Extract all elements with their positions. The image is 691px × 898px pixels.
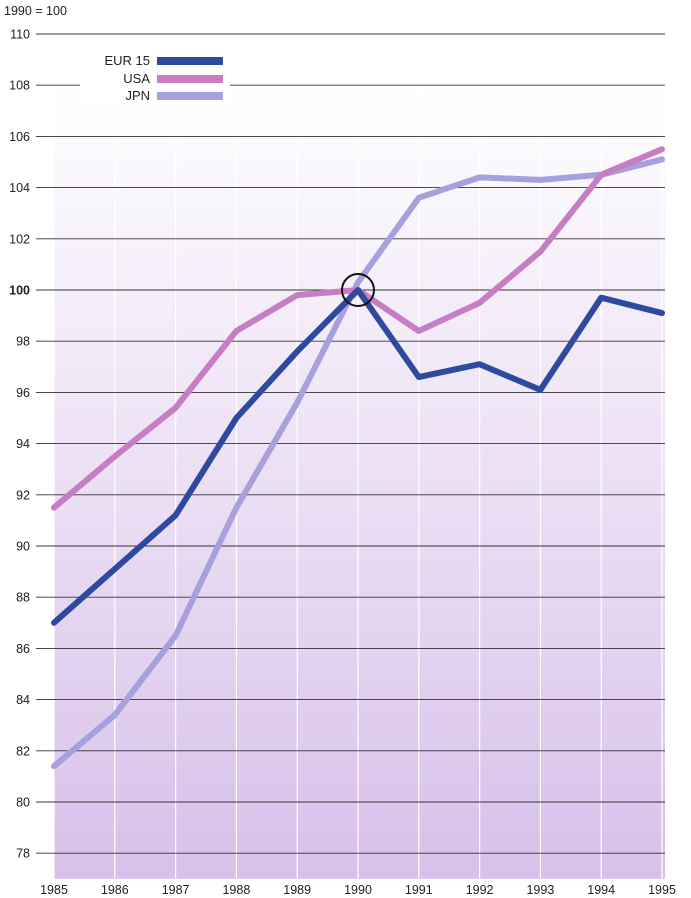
x-tick-label: 1993 (526, 883, 554, 897)
legend-swatch (157, 75, 223, 83)
y-tick-label: 102 (9, 232, 30, 246)
y-tick-label: 98 (16, 335, 30, 349)
x-tick-label: 1988 (222, 883, 250, 897)
y-tick-label: 84 (16, 693, 30, 707)
y-tick-label: 100 (9, 284, 30, 298)
legend-label: EUR 15 (104, 53, 150, 68)
y-tick-label: 96 (16, 386, 30, 400)
series-line-eur-15 (51, 287, 665, 626)
highlight-circle (341, 273, 375, 307)
legend-label: USA (123, 71, 150, 86)
x-tick-label: 1992 (466, 883, 494, 897)
y-tick-label: 90 (16, 540, 30, 554)
x-tick-label: 1985 (40, 883, 68, 897)
series-lines (51, 146, 665, 770)
x-tick-label: 1994 (587, 883, 615, 897)
y-tick-label: 86 (16, 642, 30, 656)
y-tick-label: 82 (16, 744, 30, 758)
x-tick-label: 1986 (101, 883, 129, 897)
plot-background (54, 79, 665, 879)
x-tick-label: 1989 (283, 883, 311, 897)
legend: EUR 15 USA JPN (80, 53, 230, 104)
series-line-jpn (51, 156, 665, 770)
vertical-gridlines (53, 79, 663, 879)
y-axis-tick-labels: 78 80 82 84 86 88 90 92 94 96 98 100 102 104 106 108 110 (9, 28, 30, 861)
x-tick-label: 1995 (648, 883, 676, 897)
y-tick-label: 78 (16, 847, 30, 861)
legend-label: JPN (125, 88, 150, 103)
y-tick-label: 94 (16, 437, 30, 451)
y-tick-label: 80 (16, 796, 30, 810)
x-tick-label: 1987 (162, 883, 190, 897)
legend-swatch (157, 92, 223, 100)
y-tick-label: 108 (9, 79, 30, 93)
unit-label: 1990 = 100 (4, 4, 67, 18)
x-tick-label: 1991 (405, 883, 433, 897)
y-tick-label: 110 (10, 28, 30, 42)
legend-swatch (157, 57, 223, 65)
y-tick-label: 104 (9, 181, 30, 195)
y-tick-label: 106 (9, 130, 30, 144)
x-axis-tick-labels: 1985 1986 1987 1988 1989 1990 1991 1992 1993 1994… (40, 883, 676, 897)
y-tick-label: 92 (16, 488, 30, 502)
x-tick-label: 1990 (344, 883, 372, 897)
y-tick-label: 88 (16, 591, 30, 605)
